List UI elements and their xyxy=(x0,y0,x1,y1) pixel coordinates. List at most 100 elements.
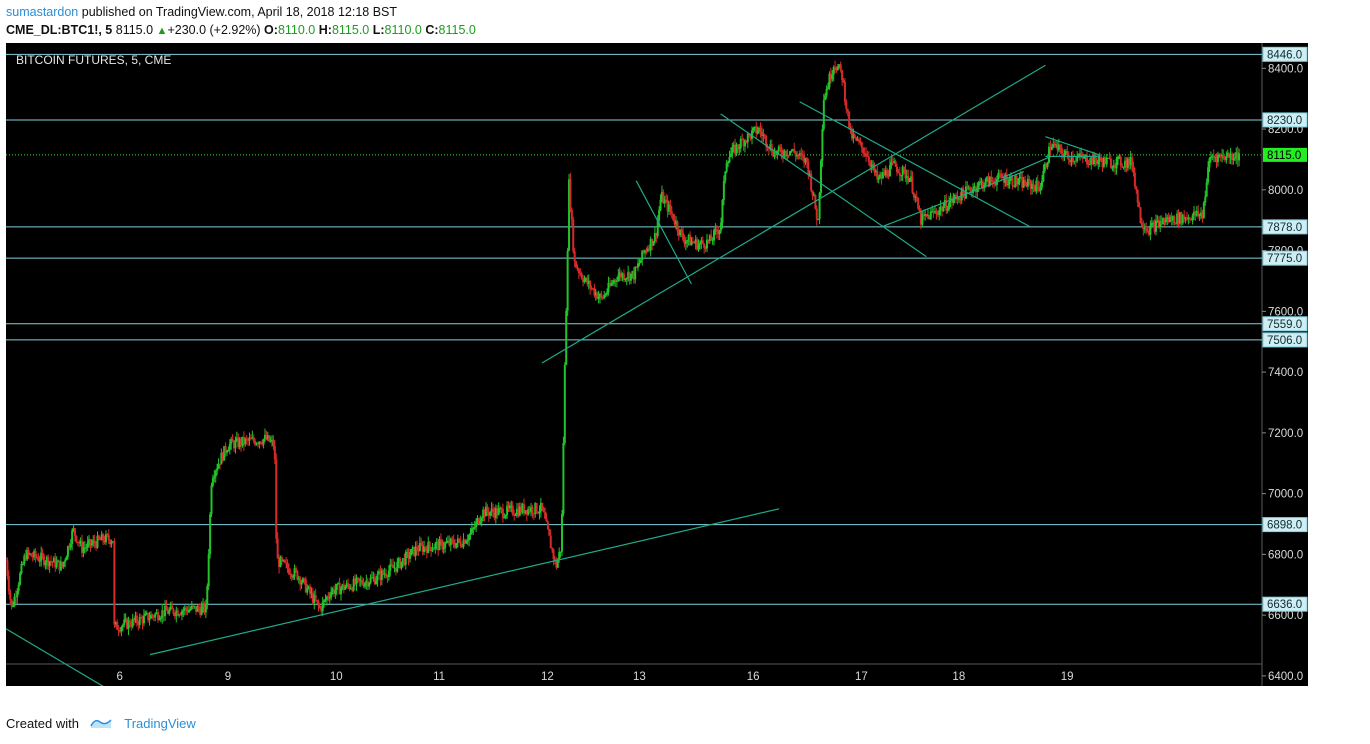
candle-body xyxy=(93,540,96,544)
candle-body xyxy=(963,193,966,199)
candle-body xyxy=(531,507,534,514)
candle-body xyxy=(510,505,513,507)
candle-body xyxy=(884,170,887,176)
candle-body xyxy=(1232,159,1235,161)
chart-area[interactable]: BITCOIN FUTURES, 5, CME 6400.0 6600.0 6800.… xyxy=(6,43,1308,686)
candle-body xyxy=(293,568,296,577)
candle-body xyxy=(259,441,262,444)
level-label: 7775.0 xyxy=(1267,253,1302,265)
candle-body xyxy=(68,546,71,548)
candle-body xyxy=(1005,174,1008,186)
candle-body xyxy=(1238,153,1241,161)
x-tick-label: 6 xyxy=(116,671,122,683)
candle-body xyxy=(134,615,137,621)
candle-body xyxy=(722,180,725,201)
candle-body xyxy=(894,161,897,167)
candle-body xyxy=(62,561,65,567)
candle-body xyxy=(175,610,178,617)
candle-body xyxy=(69,544,72,548)
y-tick-label: 6800.0 xyxy=(1268,549,1303,561)
candle-body xyxy=(812,194,815,196)
candle-body xyxy=(210,485,213,515)
candle-body xyxy=(199,609,202,615)
candle-body xyxy=(330,591,333,598)
candle-body xyxy=(1209,156,1212,159)
candle-body xyxy=(724,171,727,181)
candle-body xyxy=(1064,151,1067,155)
candle-body xyxy=(1017,182,1020,185)
candle-body xyxy=(141,618,144,624)
candle-body xyxy=(489,512,492,516)
candle-body xyxy=(624,279,627,281)
candle-body xyxy=(746,133,749,143)
candle-body xyxy=(1173,216,1176,224)
candle-body xyxy=(1062,153,1065,158)
level-label: 7559.0 xyxy=(1267,319,1302,331)
candle-body xyxy=(1033,186,1036,192)
candle-body xyxy=(355,577,358,585)
candle-body xyxy=(249,438,252,440)
candle-body xyxy=(705,239,708,249)
candle-body xyxy=(810,173,813,191)
candle-body xyxy=(233,442,236,449)
candle-body xyxy=(192,605,195,607)
candle-body xyxy=(242,436,245,445)
candle-body xyxy=(43,555,46,565)
candle-body xyxy=(773,151,776,157)
candle-body xyxy=(751,130,754,139)
candle-body xyxy=(430,546,433,552)
candle-body xyxy=(582,278,585,282)
candle-body xyxy=(1039,187,1042,191)
candle-body xyxy=(1071,156,1074,162)
price-chart[interactable]: BITCOIN FUTURES, 5, CME 6400.0 6600.0 6800.… xyxy=(6,43,1308,686)
candle-body xyxy=(856,139,859,141)
candle-body xyxy=(801,154,804,156)
candle-body xyxy=(207,554,210,587)
candle-body xyxy=(727,162,730,164)
candle-body xyxy=(1229,153,1232,158)
candle-body xyxy=(1177,213,1180,224)
candle-body xyxy=(1076,157,1079,161)
candle-body xyxy=(546,521,549,530)
candle-body xyxy=(577,269,580,273)
candle-body xyxy=(289,573,292,575)
candle-body xyxy=(117,629,120,631)
candle-body xyxy=(1235,152,1238,159)
candle-body xyxy=(1022,179,1025,188)
candle-body xyxy=(1171,216,1174,221)
candle-body xyxy=(456,538,459,544)
candle-body xyxy=(276,538,279,559)
candle-body xyxy=(855,136,858,141)
last-price-text: 8115.0 xyxy=(115,23,154,37)
candle-body xyxy=(1219,154,1222,157)
candle-body xyxy=(325,596,328,600)
candle-body xyxy=(21,563,24,565)
candle-body xyxy=(803,155,806,163)
candle-body xyxy=(107,535,110,541)
candle-body xyxy=(13,596,16,606)
candle-body xyxy=(1116,156,1119,159)
candle-body xyxy=(1066,151,1069,155)
candle-body xyxy=(448,540,451,546)
candle-body xyxy=(195,605,198,612)
candle-body xyxy=(738,148,741,150)
candle-body xyxy=(438,539,441,551)
candle-body xyxy=(901,166,904,176)
candle-body xyxy=(217,463,220,469)
candle-body xyxy=(469,532,472,536)
tradingview-link[interactable]: TradingView xyxy=(124,716,196,731)
candle-body xyxy=(61,561,64,567)
candle-body xyxy=(1059,144,1062,148)
candle-body xyxy=(55,561,58,568)
candle-body xyxy=(910,176,913,179)
candle-body xyxy=(78,542,81,544)
candle-body xyxy=(362,583,365,587)
candle-body xyxy=(344,586,347,590)
candle-body xyxy=(470,528,473,533)
candle-body xyxy=(1133,172,1136,187)
candle-body xyxy=(337,582,340,584)
author-name[interactable]: sumastardon xyxy=(6,5,79,19)
candle-body xyxy=(919,210,922,225)
candle-body xyxy=(520,506,523,513)
candle-body xyxy=(345,583,348,587)
